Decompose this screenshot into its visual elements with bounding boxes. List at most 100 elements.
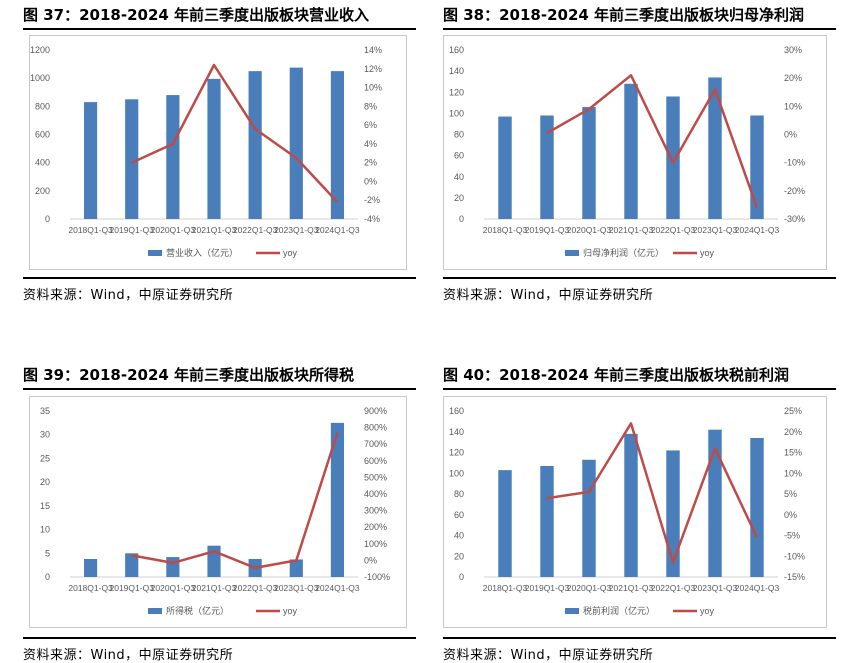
bar [624, 433, 638, 577]
category-label: 2018Q1-Q3 [483, 583, 528, 593]
right-tick-label: 12% [364, 64, 382, 74]
source-rule [443, 637, 836, 639]
legend-bar-label: 归母净利润（亿元） [583, 247, 664, 258]
category-label: 2024Q1-Q3 [735, 583, 780, 593]
right-tick-label: -100% [364, 572, 390, 582]
category-label: 2019Q1-Q3 [525, 583, 570, 593]
chart-svg: 0 20 40 60 80 100 120 140 160 -15% -10% -5% 0% 5% 10% 1… [449, 406, 805, 616]
bar [498, 116, 512, 219]
right-tick-label: 15% [784, 448, 802, 458]
figure-title: 图 39：2018-2024 年前三季度出版板块所得税 [23, 366, 355, 384]
right-tick-label: 0% [364, 176, 377, 186]
right-tick-label: 700% [364, 439, 387, 449]
left-tick-label: 5 [45, 548, 50, 558]
right-tick-label: -30% [784, 214, 805, 224]
source-note: 资料来源：Wind，中原证券研究所 [443, 288, 654, 303]
left-tick-label: 20 [454, 551, 464, 561]
bar [666, 96, 680, 219]
left-tick-label: 0 [45, 572, 50, 582]
right-tick-label: -5% [784, 531, 800, 541]
category-label: 2020Q1-Q3 [151, 225, 196, 235]
category-label: 2020Q1-Q3 [151, 583, 196, 593]
left-tick-label: 100 [449, 468, 464, 478]
yoy-line [546, 74, 759, 209]
left-tick-label: 120 [449, 87, 464, 97]
right-tick-label: 600% [364, 456, 387, 466]
chart-panel-39: 图 39：2018-2024 年前三季度出版板块所得税 0 5 10 15 20 25 30… [23, 364, 418, 663]
chart-svg: 0 200 400 600 800 1000 1200 -4% -2% 0% 2% 4% 6% 8% 10%… [30, 45, 382, 258]
left-tick-label: 30 [40, 430, 50, 440]
bar [83, 102, 98, 219]
bar [83, 558, 98, 577]
plot-area: 0 200 400 600 800 1000 1200 -4% -2% 0% 2% 4% 6% 8% 10%… [29, 35, 407, 270]
left-tick-label: 15 [40, 501, 50, 511]
bar [248, 71, 262, 219]
source-note: 资料来源：Wind，中原证券研究所 [23, 288, 234, 303]
category-label: 2020Q1-Q3 [567, 225, 612, 235]
left-tick-label: 160 [449, 406, 464, 416]
chart-panel-38: 图 38：2018-2024 年前三季度出版板块归母净利润 0 20 40 60 80 1… [443, 4, 838, 304]
legend-bar-swatch [148, 608, 162, 614]
bar [166, 95, 180, 219]
legend-line-label: yoy [283, 248, 298, 258]
category-label: 2021Q1-Q3 [609, 225, 654, 235]
right-tick-label: 4% [364, 139, 377, 149]
right-tick-label: 900% [364, 406, 387, 416]
legend-bar-swatch [565, 608, 579, 614]
right-tick-label: 6% [364, 120, 377, 130]
bar [750, 115, 764, 219]
legend-bar-label: 税前利润（亿元） [583, 605, 655, 616]
right-tick-label: 800% [364, 423, 387, 433]
right-tick-label: 300% [364, 506, 387, 516]
left-tick-label: 35 [40, 406, 50, 416]
left-tick-label: 100 [449, 108, 464, 118]
legend-line-label: yoy [700, 606, 715, 616]
category-label: 2019Q1-Q3 [110, 583, 155, 593]
figure-title: 图 38：2018-2024 年前三季度出版板块归母净利润 [443, 6, 805, 24]
right-tick-label: 10% [364, 83, 382, 93]
category-label: 2018Q1-Q3 [68, 583, 113, 593]
left-tick-label: 40 [454, 172, 464, 182]
bar [207, 78, 221, 219]
category-label: 2024Q1-Q3 [315, 225, 360, 235]
right-tick-label: -10% [784, 551, 805, 561]
yoy-line [546, 422, 759, 564]
category-label: 2021Q1-Q3 [609, 583, 654, 593]
left-tick-label: 0 [459, 572, 464, 582]
left-tick-label: 20 [40, 477, 50, 487]
yoy-line [131, 432, 339, 570]
source-note: 资料来源：Wind，中原证券研究所 [23, 648, 234, 663]
category-label: 2024Q1-Q3 [315, 583, 360, 593]
left-tick-label: 0 [459, 214, 464, 224]
figure-title: 图 37：2018-2024 年前三季度出版板块营业收入 [23, 6, 370, 24]
legend-bar-label: 营业收入（亿元） [166, 247, 238, 258]
right-tick-label: 0% [784, 510, 797, 520]
bar [624, 83, 638, 219]
plot-area: 0 20 40 60 80 100 120 140 160 -15% -10% -5% 0% 5% 10% 1… [443, 396, 827, 628]
bar [330, 71, 345, 219]
category-label: 2021Q1-Q3 [192, 225, 237, 235]
source-rule [23, 637, 416, 639]
legend-line-label: yoy [700, 248, 715, 258]
left-tick-label: 140 [449, 427, 464, 437]
bar [289, 67, 303, 220]
left-tick-label: 60 [454, 510, 464, 520]
right-tick-label: 30% [784, 45, 802, 55]
right-tick-label: 20% [784, 427, 802, 437]
left-tick-label: 80 [454, 130, 464, 140]
left-tick-label: 25 [40, 453, 50, 463]
right-tick-label: -15% [784, 572, 805, 582]
category-label: 2019Q1-Q3 [525, 225, 570, 235]
yoy-line [131, 63, 339, 203]
category-label: 2022Q1-Q3 [233, 583, 278, 593]
bar [125, 99, 139, 219]
title-rule [443, 388, 836, 390]
category-label: 2018Q1-Q3 [483, 225, 528, 235]
bar [708, 77, 722, 220]
bar [330, 422, 345, 577]
chart-svg: 0 20 40 60 80 100 120 140 160 -30% -20% -10% 0% 10% 20… [449, 45, 805, 258]
right-tick-label: 10% [784, 468, 802, 478]
chart-panel-37: 图 37：2018-2024 年前三季度出版板块营业收入 0 200 400 600 8… [23, 4, 418, 304]
category-label: 2021Q1-Q3 [192, 583, 237, 593]
right-tick-label: 25% [784, 406, 802, 416]
